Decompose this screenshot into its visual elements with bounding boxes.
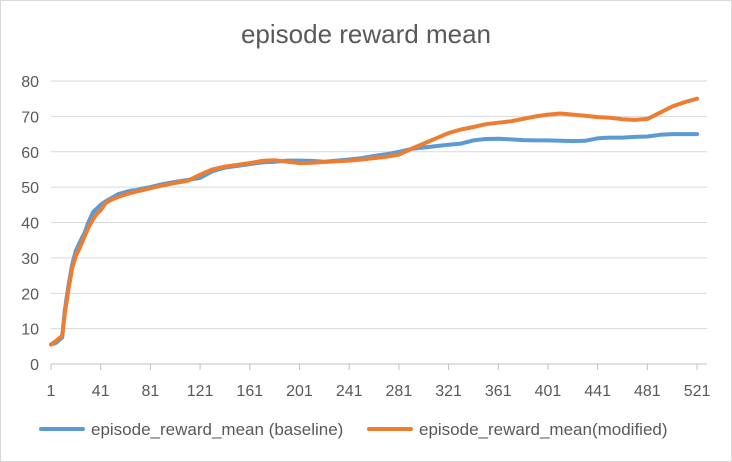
x-tick-label: 121 <box>187 383 214 400</box>
y-tick-label: 30 <box>21 251 39 268</box>
x-tick-label: 41 <box>92 383 110 400</box>
series-line-modified <box>49 96 700 347</box>
x-tick-label: 241 <box>336 383 363 400</box>
x-tick-label: 281 <box>386 383 413 400</box>
y-tick-label: 60 <box>21 145 39 162</box>
y-tick-label: 10 <box>21 322 39 339</box>
x-tick-label: 201 <box>286 383 313 400</box>
series-line-baseline <box>49 132 700 347</box>
y-tick-label: 70 <box>21 109 39 126</box>
legend: episode_reward_mean (baseline) episode_re… <box>39 420 668 439</box>
x-tick-label: 361 <box>485 383 512 400</box>
legend-label: episode_reward_mean (baseline) <box>91 420 343 439</box>
x-tick-label: 521 <box>684 383 711 400</box>
y-tick-label: 0 <box>30 357 39 374</box>
series-lines <box>49 96 700 347</box>
y-tick-label: 50 <box>21 180 39 197</box>
y-tick-label: 20 <box>21 286 39 303</box>
x-tick-label: 401 <box>535 383 562 400</box>
y-tick-label: 40 <box>21 216 39 233</box>
x-tick-label: 81 <box>141 383 159 400</box>
legend-label: episode_reward_mean(modified) <box>419 420 668 439</box>
x-tick-label: 481 <box>634 383 661 400</box>
axes: 0 10 20 30 40 50 60 70 80 1 41 81 121 161 201 241 281 321… <box>21 74 710 400</box>
x-tick-label: 321 <box>435 383 462 400</box>
y-tick-label: 80 <box>21 74 39 91</box>
x-tick-label: 441 <box>584 383 611 400</box>
chart-title: episode reward mean <box>240 19 492 49</box>
x-tick-label: 161 <box>236 383 263 400</box>
x-tick-label: 1 <box>47 383 56 400</box>
